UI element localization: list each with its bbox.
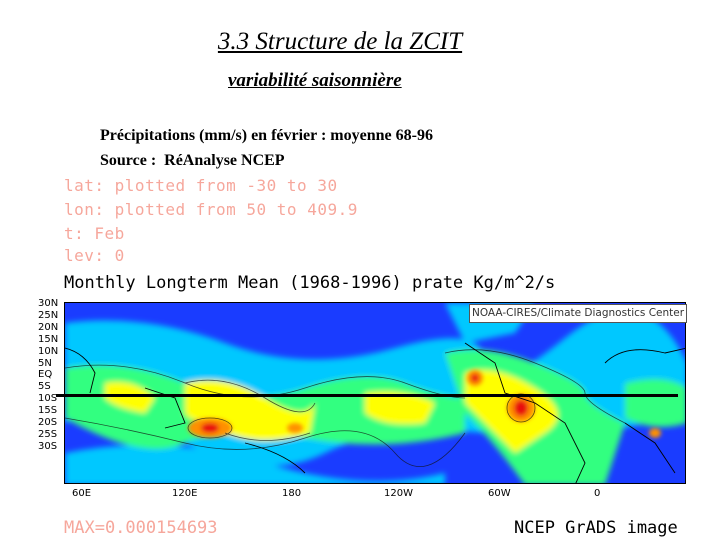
precipitation-map-graphic <box>65 303 685 483</box>
lon-tick-label: 120W <box>384 488 413 499</box>
lat-tick-label: 30S <box>38 440 58 452</box>
meta-lat: lat: plotted from -30 to 30 <box>64 176 338 195</box>
lon-tick-label: 0 <box>594 488 601 499</box>
meta-level: lev: 0 <box>64 246 125 265</box>
lat-tick-label: 25N <box>38 309 59 321</box>
lat-tick-label: 25S <box>38 428 58 440</box>
lat-tick-label: 20S <box>38 417 58 428</box>
lat-tick-label: 15N <box>38 333 59 345</box>
lon-tick-label: 60W <box>488 488 511 499</box>
lat-tick-label: EQ <box>38 369 53 381</box>
lon-tick-label: 180 <box>282 488 302 499</box>
precipitation-map <box>64 302 686 484</box>
lon-tick-label: 120E <box>172 488 198 499</box>
lat-tick-label: 5N <box>38 357 52 369</box>
lat-tick-label: 10S <box>38 393 58 405</box>
description-line-1: Précipitations (mm/s) en février : moyen… <box>100 127 433 144</box>
lat-tick-label: 15S <box>38 405 58 417</box>
lat-tick-label: 30N <box>38 298 59 309</box>
meta-lon: lon: plotted from 50 to 409.9 <box>64 200 358 219</box>
lat-tick-label: 5S <box>38 381 51 393</box>
image-credit-label: NCEP GrADS image <box>514 518 678 538</box>
description-line-2: Source : RéAnalyse NCEP <box>100 152 285 169</box>
slide-subtitle: variabilité saisonnière <box>228 70 402 91</box>
noaa-credit-box: NOAA-CIRES/Climate Diagnostics Center <box>469 304 687 323</box>
lon-tick-label: 60E <box>72 488 92 499</box>
lat-tick-label: 20N <box>38 321 59 333</box>
equator-line <box>56 394 678 397</box>
plot-title: Monthly Longterm Mean (1968-1996) prate … <box>64 273 556 293</box>
meta-time: t: Feb <box>64 224 125 243</box>
slide-title: 3.3 Structure de la ZCIT <box>217 28 463 55</box>
lat-tick-label: 10N <box>38 345 59 357</box>
max-value-label: MAX=0.000154693 <box>64 518 218 538</box>
